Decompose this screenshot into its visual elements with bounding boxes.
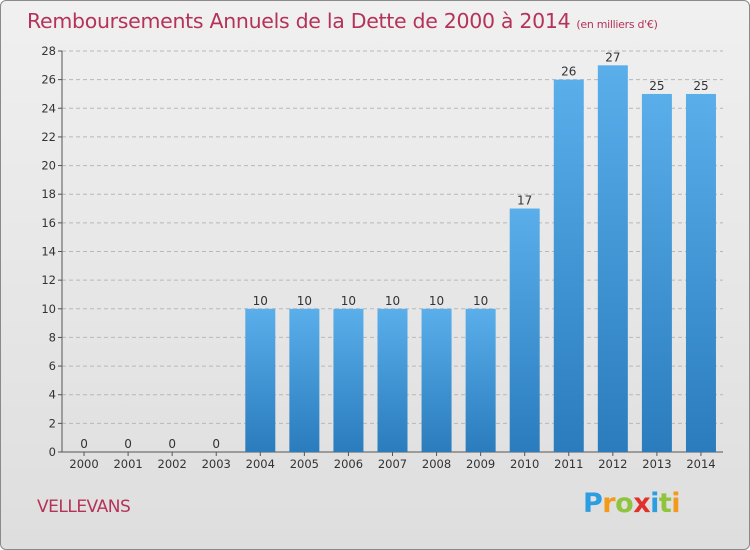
- data-label-2009: 10: [473, 294, 488, 308]
- y-tick-label-2: 2: [49, 416, 56, 430]
- x-tick-label-2009: 2009: [466, 457, 495, 471]
- chart-unit-label: (en milliers d'€): [576, 18, 658, 31]
- data-label-2011: 26: [561, 65, 576, 79]
- y-tick-label-14: 14: [41, 245, 56, 259]
- x-tick-label-2008: 2008: [422, 457, 451, 471]
- chart-title: Remboursements Annuels de la Dette de 20…: [27, 9, 658, 33]
- logo-letter-1: r: [602, 488, 616, 519]
- logo-letter-0: P: [583, 488, 603, 519]
- logo-letter-6: i: [671, 488, 681, 519]
- logo-letter-2: o: [615, 488, 634, 519]
- x-tick-label-2014: 2014: [686, 457, 715, 471]
- bar-2011: [553, 79, 584, 453]
- x-tick-label-2012: 2012: [598, 457, 627, 471]
- y-tick-label-18: 18: [41, 187, 56, 201]
- bar-2010: [509, 208, 540, 452]
- bar-2009: [465, 308, 496, 452]
- data-label-2002: 0: [168, 437, 176, 451]
- y-tick-label-24: 24: [41, 101, 56, 115]
- y-tick-label-10: 10: [41, 302, 56, 316]
- x-tick-label-2006: 2006: [334, 457, 363, 471]
- y-tick-label-16: 16: [41, 216, 56, 230]
- bar-2007: [377, 308, 408, 452]
- y-tick-label-8: 8: [49, 330, 56, 344]
- y-tick-label-0: 0: [49, 445, 56, 459]
- commune-name: VELLEVANS: [37, 497, 131, 517]
- data-label-2010: 17: [517, 194, 532, 208]
- x-tick-label-2004: 2004: [246, 457, 275, 471]
- chart-title-text: Remboursements Annuels de la Dette de 20…: [27, 9, 571, 33]
- x-tick-label-2001: 2001: [113, 457, 142, 471]
- logo-letter-3: x: [633, 488, 651, 519]
- y-tick-label-20: 20: [41, 159, 56, 173]
- bar-2012: [597, 65, 628, 453]
- bar-2005: [289, 308, 320, 452]
- data-label-2012: 27: [605, 50, 620, 64]
- label-layer: 0 0 0 0 10 10 10 10 10 10 17 26 27 25 25: [80, 50, 708, 451]
- x-tick-label-2010: 2010: [510, 457, 539, 471]
- y-tick-label-12: 12: [41, 273, 56, 287]
- x-tick-label-2002: 2002: [158, 457, 187, 471]
- bar-2006: [333, 308, 364, 452]
- logo-letter-5: t: [658, 488, 672, 519]
- data-label-2001: 0: [124, 437, 132, 451]
- data-label-2008: 10: [429, 294, 444, 308]
- x-tick-label-2013: 2013: [642, 457, 671, 471]
- data-label-2000: 0: [80, 437, 88, 451]
- proxiti-logo: Proxiti: [583, 488, 681, 519]
- bar-2014: [685, 93, 716, 452]
- bar-2004: [245, 308, 276, 452]
- x-tick-label-2000: 2000: [69, 457, 98, 471]
- data-label-2006: 10: [341, 294, 356, 308]
- data-label-2007: 10: [385, 294, 400, 308]
- bar-2013: [641, 93, 672, 452]
- y-tick-label-26: 26: [41, 73, 56, 87]
- data-label-2014: 25: [693, 79, 708, 93]
- x-tick-label-2003: 2003: [202, 457, 231, 471]
- x-tick-label-2011: 2011: [554, 457, 583, 471]
- bar-2008: [421, 308, 452, 452]
- data-label-2003: 0: [212, 437, 220, 451]
- data-label-2004: 10: [253, 294, 268, 308]
- y-tick-label-28: 28: [41, 44, 56, 58]
- logo-letter-4: i: [650, 488, 659, 519]
- y-tick-label-22: 22: [41, 130, 56, 144]
- data-label-2005: 10: [297, 294, 312, 308]
- y-tick-label-4: 4: [49, 388, 56, 402]
- x-tick-label-2007: 2007: [378, 457, 407, 471]
- data-label-2013: 25: [649, 79, 664, 93]
- y-tick-label-6: 6: [49, 359, 56, 373]
- x-tick-label-2005: 2005: [290, 457, 319, 471]
- bar-layer: [245, 65, 716, 453]
